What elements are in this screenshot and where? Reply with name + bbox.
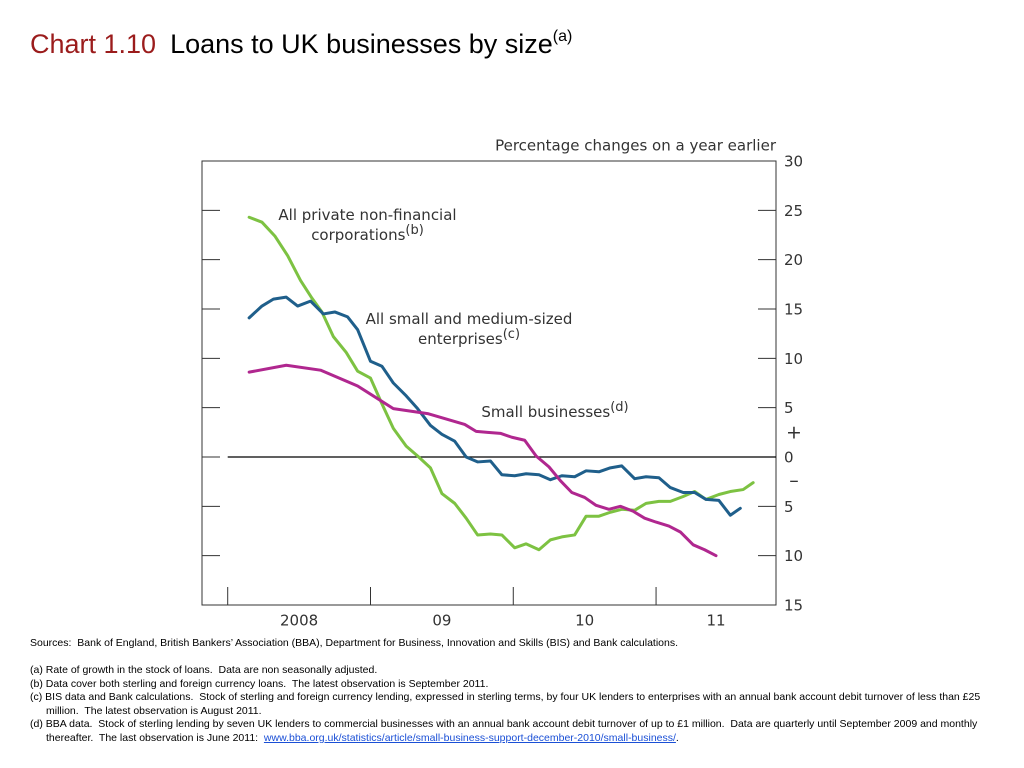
x-tick-label: 11 — [706, 612, 725, 630]
y-tick-label: 15 — [784, 301, 803, 319]
x-tick-label: 2008 — [280, 612, 318, 630]
note-text: (b) Data cover both sterling and foreign… — [30, 677, 489, 690]
plot-frame — [201, 160, 777, 606]
series-line — [247, 295, 742, 517]
y-tick-label: 10 — [784, 350, 803, 368]
title-note: (a) — [552, 28, 573, 45]
y-tick-label: 30 — [784, 153, 803, 171]
series-line — [247, 215, 755, 552]
note-text: (c) BIS data and Bank calculations. Stoc… — [30, 691, 984, 717]
series-name: All small and medium-sized enterprises — [365, 310, 573, 348]
series-label: All small and medium-sized enterprises(c… — [358, 309, 580, 349]
series-line — [247, 363, 718, 558]
series-label: All private non-financial corporations(b… — [270, 205, 465, 245]
note-text: (a) Rate of growth in the stock of loans… — [30, 664, 378, 676]
note: (a) Rate of growth in the stock of loans… — [30, 664, 995, 678]
y-axis-label: Percentage changes on a year earlier — [495, 137, 777, 155]
title: Chart 1.10 Loans to UK businesses by size… — [30, 28, 572, 60]
x-tick-label: 10 — [575, 612, 594, 630]
chart-number: Chart 1.10 — [30, 29, 157, 59]
note: (c) BIS data and Bank calculations. Stoc… — [30, 691, 995, 718]
note: (d) BBA data. Stock of sterling lending … — [30, 718, 995, 745]
sources: Sources: Bank of England, British Banker… — [30, 637, 679, 649]
note: (b) Data cover both sterling and foreign… — [30, 678, 995, 692]
series-label: Small businesses(d) — [470, 400, 640, 422]
note-text: (d) BBA data. Stock of sterling lending … — [30, 718, 981, 744]
series-note: (b) — [405, 223, 424, 238]
chart-title: Loans to UK businesses by size — [170, 29, 553, 59]
negative-sign: – — [789, 470, 799, 492]
positive-sign: + — [786, 422, 802, 444]
y-tick-label: 5 — [784, 399, 794, 417]
y-tick-label: 20 — [784, 251, 803, 269]
series-note: (c) — [502, 327, 521, 342]
y-tick-label: 5 — [784, 498, 794, 516]
y-tick-label: 15 — [784, 597, 803, 615]
series-name: All private non-financial corporations — [278, 206, 457, 244]
note-end: . — [675, 731, 679, 744]
y-tick-label: 10 — [784, 547, 803, 565]
series-note: (d) — [610, 400, 629, 415]
series-name: Small businesses — [481, 403, 611, 421]
x-tick-label: 09 — [432, 612, 451, 630]
notes: (a) Rate of growth in the stock of loans… — [30, 664, 995, 746]
note-link[interactable]: www.bba.org.uk/statistics/article/small-… — [263, 731, 676, 744]
y-tick-label: 0 — [784, 449, 794, 467]
y-tick-label: 25 — [784, 202, 803, 220]
